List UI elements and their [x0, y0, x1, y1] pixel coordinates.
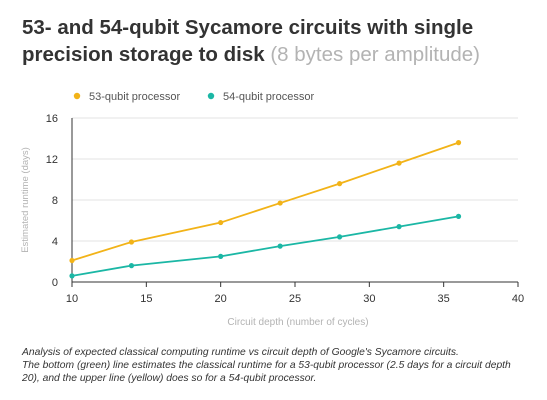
legend-item-54: 54-qubit processor: [207, 91, 314, 103]
y-tick-label-16: 16: [46, 113, 58, 125]
x-tick-label-10: 10: [66, 293, 78, 305]
x-tick-label-30: 30: [363, 293, 375, 305]
caption-line-3: 20), and the upper line (yellow) does so…: [22, 373, 317, 385]
x-tick-labels: 10 15 20 25 30 35 40: [66, 293, 524, 305]
x-tick-label-40: 40: [512, 293, 524, 305]
series-lines: [69, 140, 462, 279]
x-tick-label-15: 15: [140, 293, 152, 305]
caption-line-2: The bottom (green) line estimates the cl…: [22, 360, 511, 372]
figure-caption: Analysis of expected classical computing…: [22, 346, 537, 386]
chart-title: 53- and 54-qubit Sycamore circuits with …: [22, 14, 537, 68]
y-tick-label-4: 4: [52, 236, 58, 248]
y-axis-label: Estimated runtime (days): [20, 147, 31, 253]
y-tick-label-0: 0: [52, 277, 58, 289]
data-point-s0-20: [218, 219, 224, 226]
y-tick-label-8: 8: [52, 195, 58, 207]
y-tick-labels: 0 4 8 12 16: [46, 113, 58, 289]
data-point-s0-32: [396, 160, 402, 166]
legend-marker-54: [207, 92, 215, 100]
legend-item-53: 53-qubit processor: [73, 91, 180, 103]
data-point-s1-24: [277, 243, 283, 249]
data-point-s0-28: [337, 181, 343, 187]
data-point-s1-10: [69, 273, 75, 279]
x-axis-label: Circuit depth (number of cycles): [227, 317, 368, 328]
x-tick-label-25: 25: [289, 293, 301, 305]
y-tick-label-12: 12: [46, 154, 58, 166]
x-tick-label-20: 20: [215, 293, 227, 305]
data-point-s1-32: [396, 224, 402, 230]
data-point-s0-36: [455, 140, 462, 146]
data-point-s0-14: [128, 239, 135, 245]
caption-line-1: Analysis of expected classical computing…: [22, 347, 459, 358]
x-tick-label-35: 35: [438, 293, 450, 305]
data-point-s1-20: [218, 253, 224, 259]
data-point-s1-28: [337, 234, 343, 240]
chart-title-subtitle: (8 bytes per amplitude): [270, 43, 481, 66]
data-point-s0-24: [277, 200, 283, 206]
grid-lines: [72, 117, 518, 242]
data-point-s0-10: [69, 257, 75, 264]
legend-label-53: 53-qubit processor: [89, 91, 180, 103]
legend-label-54: 54-qubit processor: [223, 91, 314, 103]
axes: [71, 118, 519, 287]
legend-marker-53: [73, 92, 81, 100]
data-point-s1-36: [455, 213, 462, 219]
legend: 53-qubit processor 54-qubit processor: [73, 91, 314, 103]
data-point-s1-14: [128, 263, 135, 269]
chart-title-main: 53- and 54-qubit Sycamore circuits with …: [22, 16, 474, 66]
